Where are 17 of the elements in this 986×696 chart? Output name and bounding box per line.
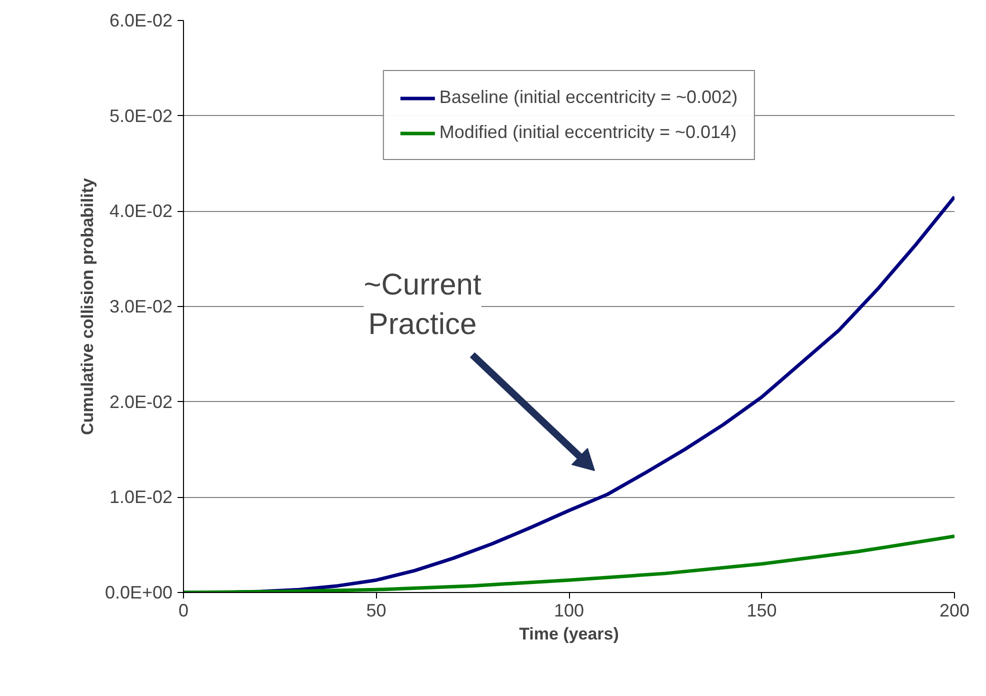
y-tick-label: 6.0E-02 [109, 10, 173, 30]
legend-label: Baseline (initial eccentricity = ~0.002) [439, 87, 738, 108]
y-tick-label: 3.0E-02 [109, 296, 173, 316]
x-tick-label: 200 [939, 600, 970, 620]
y-tick-label: 4.0E-02 [109, 201, 173, 222]
x-tick-label: 50 [366, 600, 386, 620]
y-tick-label: 1.0E-02 [109, 487, 173, 508]
x-tick-label: 0 [178, 600, 189, 620]
y-axis-title: Cumulative collision probability [78, 177, 97, 435]
legend-label: Modified (initial eccentricity = ~0.014) [439, 122, 737, 143]
x-axis-title: Time (years) [519, 624, 619, 644]
y-tick-label: 0.0E+00 [104, 582, 172, 602]
annotation: ~Current Practice [364, 268, 482, 341]
x-tick-label: 100 [554, 600, 584, 620]
x-tick-label: 150 [746, 600, 777, 620]
y-tick-label: 5.0E-02 [109, 106, 173, 126]
y-tick-label: 2.0E-02 [109, 392, 173, 412]
